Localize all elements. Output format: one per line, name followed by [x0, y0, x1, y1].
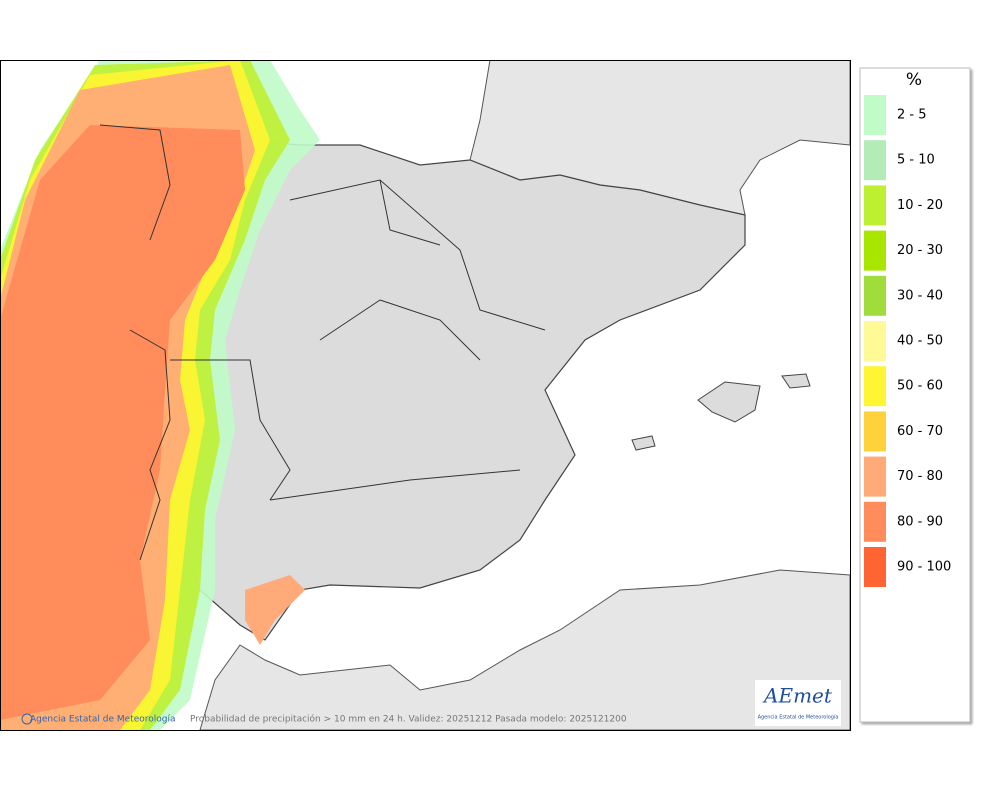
band-strait [245, 575, 305, 645]
legend-swatch [864, 547, 886, 587]
legend-swatch [864, 456, 886, 497]
copyright-icon [21, 713, 33, 725]
legend-label: 80 - 90 [897, 514, 943, 529]
copyright: Agencia Estatal de Meteorología [30, 715, 176, 725]
legend-label: 30 - 40 [897, 288, 943, 303]
legend-swatch [864, 501, 886, 542]
borders [99, 124, 546, 561]
island-ibiza [631, 435, 656, 451]
legend-swatch [864, 185, 886, 226]
legend-swatch [864, 366, 886, 407]
legend-label: 10 - 20 [897, 198, 943, 213]
legend-swatch [864, 411, 886, 452]
legend-swatch [864, 321, 886, 361]
legend-label: 5 - 10 [897, 153, 935, 168]
logo: AEmet [762, 684, 833, 708]
legend-label: 2 - 5 [897, 108, 927, 123]
logo-box [755, 680, 841, 726]
legend-label: 20 - 30 [897, 243, 943, 258]
logo-subtitle: Agencia Estatal de Meteorología [758, 714, 839, 721]
legend-label: 50 - 60 [897, 379, 943, 394]
caption: Probabilidad de precipitación > 10 mm en… [190, 714, 627, 725]
legend-swatch [864, 95, 886, 135]
legend-label: 70 - 80 [897, 469, 943, 484]
legend-label: 90 - 100 [897, 560, 951, 575]
island-mallorca [697, 381, 761, 423]
legend-swatch [864, 140, 886, 181]
legend-label: 60 - 70 [897, 424, 943, 439]
legend-label: 40 - 50 [897, 334, 943, 349]
island-menorca [781, 373, 811, 389]
legend-title: % [906, 70, 922, 90]
legend-swatch [864, 275, 886, 316]
band-red [0, 125, 245, 720]
map-frame [0, 60, 851, 731]
legend-swatch [864, 230, 886, 271]
land-africa [199, 569, 850, 730]
map [0, 60, 850, 730]
